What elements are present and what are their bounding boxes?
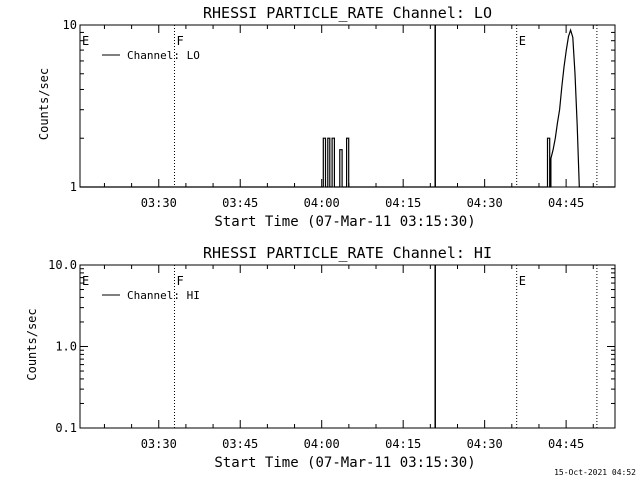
event-label: E bbox=[519, 34, 526, 48]
legend-entry: Channel: LO bbox=[127, 49, 200, 62]
event-label: F bbox=[177, 34, 184, 48]
x-tick-label: 04:15 bbox=[385, 437, 421, 451]
chart-title: RHESSI PARTICLE_RATE Channel: HI bbox=[203, 244, 492, 262]
x-tick-label: 04:15 bbox=[385, 196, 421, 210]
y-tick-label: 10.0 bbox=[48, 258, 77, 272]
y-tick-label: 1.0 bbox=[55, 340, 77, 354]
x-tick-label: 04:45 bbox=[548, 196, 584, 210]
generation-timestamp: 15-Oct-2021 04:52 bbox=[554, 468, 636, 477]
x-tick-label: 04:00 bbox=[304, 437, 340, 451]
x-tick-label: 04:30 bbox=[467, 196, 503, 210]
chart-panels: RHESSI PARTICLE_RATE Channel: LO Start Ti… bbox=[25, 4, 616, 471]
y-tick-label: 0.1 bbox=[55, 421, 77, 435]
x-axis-label: Start Time (07-Mar-11 03:15:30) bbox=[214, 455, 475, 471]
chart-panel-1: RHESSI PARTICLE_RATE Channel: LO Start Ti… bbox=[37, 4, 616, 230]
x-tick-label: 04:00 bbox=[304, 196, 340, 210]
x-tick-label: 04:45 bbox=[548, 437, 584, 451]
x-tick-label: 03:30 bbox=[141, 196, 177, 210]
x-axis-label: Start Time (07-Mar-11 03:15:30) bbox=[214, 214, 475, 230]
event-label: E bbox=[82, 34, 89, 48]
chart-title: RHESSI PARTICLE_RATE Channel: LO bbox=[203, 4, 492, 22]
x-tick-label: 03:30 bbox=[141, 437, 177, 451]
y-axis-label: Counts/sec bbox=[37, 68, 51, 140]
event-label: E bbox=[82, 274, 89, 288]
y-tick-label: 1 bbox=[70, 180, 77, 194]
event-label: E bbox=[519, 274, 526, 288]
y-tick-label: 10 bbox=[63, 18, 77, 32]
x-tick-label: 03:45 bbox=[222, 437, 258, 451]
legend-entry: Channel: HI bbox=[127, 289, 200, 302]
y-axis-label: Counts/sec bbox=[25, 308, 39, 380]
plot-frame bbox=[79, 24, 616, 188]
x-tick-label: 04:30 bbox=[467, 437, 503, 451]
x-tick-label: 03:45 bbox=[222, 196, 258, 210]
event-label: F bbox=[177, 274, 184, 288]
series-line bbox=[80, 28, 615, 188]
chart-panel-2: RHESSI PARTICLE_RATE Channel: HI Start Ti… bbox=[25, 244, 616, 471]
